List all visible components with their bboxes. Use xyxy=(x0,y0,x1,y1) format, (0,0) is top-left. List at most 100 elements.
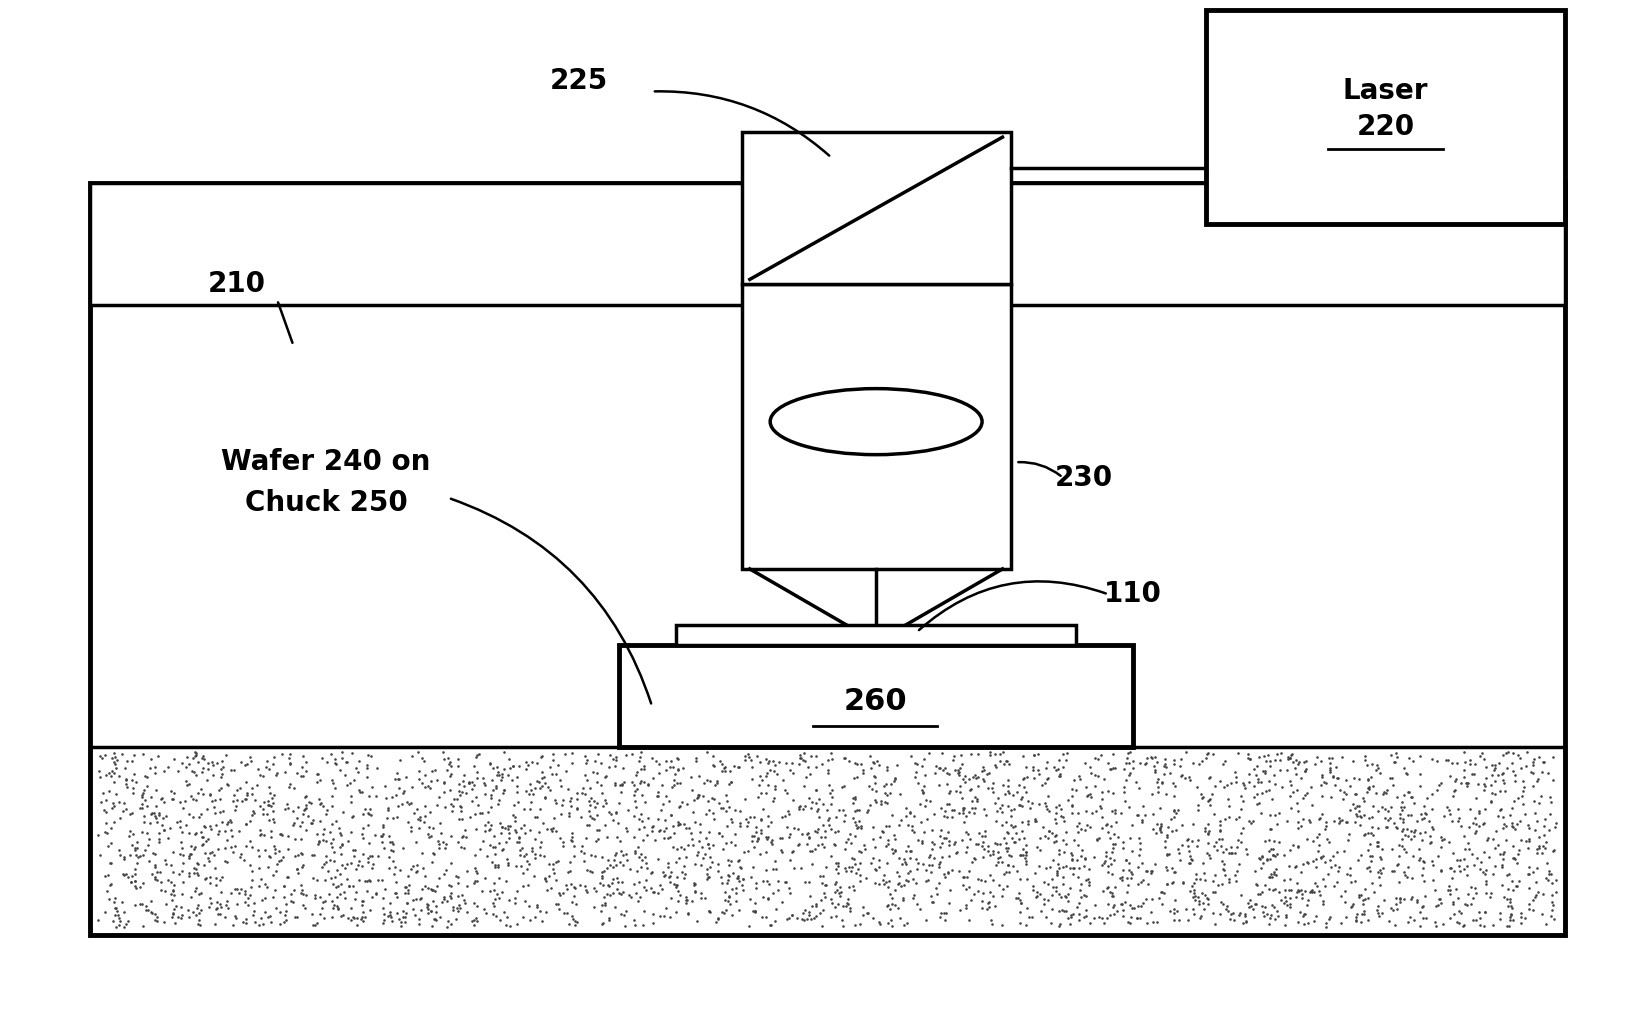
Point xyxy=(479,781,505,798)
Point xyxy=(1531,754,1557,770)
Point xyxy=(776,885,802,901)
Point xyxy=(1148,884,1174,900)
Point xyxy=(1399,870,1425,886)
Point xyxy=(342,891,368,907)
Point xyxy=(1011,829,1037,845)
Point xyxy=(258,829,284,845)
Point xyxy=(196,899,222,915)
Point xyxy=(310,798,336,814)
Point xyxy=(998,802,1024,818)
Point xyxy=(590,870,616,886)
Point xyxy=(248,910,274,927)
Point xyxy=(1258,841,1284,858)
Point xyxy=(882,897,908,913)
Point xyxy=(626,753,652,769)
Point xyxy=(693,829,719,845)
Point xyxy=(1190,895,1216,911)
Point xyxy=(1534,872,1560,888)
Point xyxy=(588,777,615,793)
Point xyxy=(438,889,465,905)
Point xyxy=(142,765,168,781)
Point xyxy=(994,798,1020,814)
Point xyxy=(1055,791,1081,808)
Point xyxy=(779,755,805,771)
Point xyxy=(1038,914,1064,931)
Point xyxy=(349,826,375,842)
Point xyxy=(919,894,945,910)
Point xyxy=(119,837,145,853)
Point xyxy=(823,908,849,925)
Point xyxy=(98,835,124,851)
Point xyxy=(854,905,880,922)
Point xyxy=(1462,810,1488,826)
Point xyxy=(890,851,916,868)
Point xyxy=(262,840,289,856)
Point xyxy=(1540,896,1566,912)
Point xyxy=(737,750,763,766)
Point xyxy=(872,818,898,834)
Point xyxy=(1423,918,1449,935)
Point xyxy=(1343,785,1369,802)
Point xyxy=(605,829,631,845)
Point xyxy=(1488,801,1514,817)
Point xyxy=(760,861,786,877)
Point xyxy=(258,798,284,814)
Point xyxy=(1289,907,1315,924)
Point xyxy=(588,848,615,865)
Point xyxy=(1126,835,1152,851)
Point xyxy=(1534,834,1560,850)
Point xyxy=(1130,854,1156,871)
Point xyxy=(655,860,681,876)
Point xyxy=(328,907,354,924)
Point xyxy=(1535,864,1562,880)
Point xyxy=(1438,806,1464,822)
Point xyxy=(101,907,127,924)
Point xyxy=(1400,911,1426,928)
Point xyxy=(681,884,707,900)
Point xyxy=(758,917,784,934)
Point xyxy=(1213,811,1239,827)
Point xyxy=(127,800,153,816)
Point xyxy=(1252,899,1278,915)
Point xyxy=(1209,756,1236,772)
Point xyxy=(339,745,365,761)
Point xyxy=(1110,872,1136,888)
Point xyxy=(1046,767,1073,783)
Point xyxy=(91,868,117,884)
Point xyxy=(1200,884,1226,900)
Point xyxy=(254,806,280,822)
Point xyxy=(139,866,165,882)
Point xyxy=(98,768,124,784)
Point xyxy=(241,903,267,919)
Point xyxy=(117,823,143,839)
Point xyxy=(704,911,730,928)
Point xyxy=(879,840,905,856)
Point xyxy=(204,901,230,917)
Point xyxy=(355,787,381,804)
Point xyxy=(238,879,264,895)
Point xyxy=(805,809,831,825)
Point xyxy=(1474,862,1500,878)
Point xyxy=(99,912,126,929)
Point xyxy=(293,822,319,838)
Point xyxy=(275,801,302,817)
Point xyxy=(887,910,913,927)
Point xyxy=(727,860,753,876)
Point xyxy=(393,895,419,911)
Point xyxy=(240,906,266,923)
Point xyxy=(1395,783,1421,800)
Point xyxy=(1451,862,1477,878)
Point xyxy=(1183,779,1209,796)
Point xyxy=(1195,891,1221,907)
Point xyxy=(148,790,174,807)
Point xyxy=(393,914,419,931)
Point xyxy=(101,774,127,790)
Point xyxy=(1177,772,1203,788)
Point xyxy=(90,785,116,802)
Point xyxy=(1490,845,1516,862)
Point xyxy=(1095,782,1121,799)
Point xyxy=(597,856,623,873)
Point xyxy=(1206,817,1232,833)
Point xyxy=(1068,877,1094,893)
Point xyxy=(557,854,584,871)
